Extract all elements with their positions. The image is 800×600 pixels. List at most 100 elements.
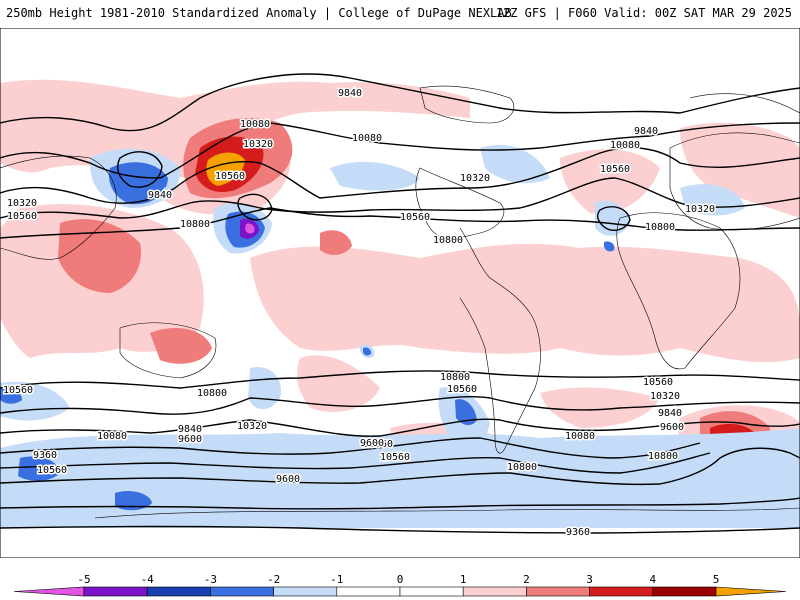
coastline [669,132,800,231]
contour-label: 9840 [658,408,682,419]
anomaly-area [206,152,245,186]
anomaly-area [18,456,60,481]
colorbar-segment [526,586,590,597]
contour-line [0,437,701,459]
anomaly-area [0,387,22,404]
contour-label: 9600 [360,438,384,449]
colorbar-segment [13,586,85,597]
contour-label: 10080 [97,431,127,442]
anomaly-area [108,162,168,205]
contour-label: 10080 [565,431,595,442]
contour-line [0,147,800,204]
colorbar-tick-label: 0 [397,573,404,586]
anomaly-area [58,219,141,293]
contour-label: 10560 [363,439,393,450]
contour-label: 9840 [148,190,172,201]
contour-line [596,206,631,231]
contour-line [0,447,800,486]
anomaly-area [297,355,380,412]
colorbar: -5 -4 -3 -2 -1 0 1 2 3 4 5 [13,573,787,597]
contour-line [0,497,800,510]
contour-line [0,452,711,474]
anomaly-area [680,122,800,218]
coastline [459,227,541,454]
contour-line [0,395,800,415]
colorbar-segment [146,586,211,597]
contour-label: 10080 [610,140,640,151]
contour-label: 10320 [7,198,37,209]
model-valid-time: 12Z GFS | F060 Valid: 00Z SAT MAR 29 202… [495,6,792,20]
colorbar-segment [273,586,338,597]
contour-label: 10800 [197,388,227,399]
colorbar-tick-label: -4 [141,573,155,586]
contour-label: 10320 [237,421,267,432]
contour-line [117,151,163,188]
coastline [119,322,217,379]
contour-line [0,418,800,437]
coastline [616,212,741,370]
contour-label: 10560 [7,211,37,222]
anomaly-area [150,328,212,364]
contour-line [0,525,800,534]
negative-anomaly-fills [0,144,800,528]
anomaly-area [330,161,420,191]
colorbar-segment [210,586,274,597]
coastline [689,93,800,114]
anomaly-area [604,241,615,252]
contour-label: 9600 [178,434,202,445]
anomaly-area [560,149,660,214]
contour-line [0,207,800,239]
colorbar-tick-label: -3 [204,573,217,586]
contour-label: 10560 [380,452,410,463]
contour-label: 10560 [37,465,67,476]
anomaly-area [540,387,660,428]
colorbar-tick-label: -5 [77,573,90,586]
contour-label: 10560 [3,385,33,396]
coastlines [0,85,800,519]
contour-label: 9840 [178,424,202,435]
map-title: 250mb Height 1981-2010 Standardized Anom… [6,6,512,20]
anomaly-area [0,428,800,528]
colorbar-tick-label: -1 [330,573,343,586]
contour-label: 10800 [433,235,463,246]
contour-label: 9600 [276,474,300,485]
anomaly-area [455,399,477,426]
contour-label: 10560 [600,164,630,175]
contour-label: 10080 [240,119,270,130]
contour-label: 10800 [648,451,678,462]
colorbar-segment [652,586,717,597]
colorbar-segment [399,586,464,597]
contour-label: 10800 [180,219,210,230]
anomaly-area [480,144,550,184]
contour-label: 10800 [507,462,537,473]
colorbar-segment [83,586,148,597]
contour-labels: 9840 10080 10320 10560 9840 10320 10560 … [1,87,716,540]
colorbar-segment [462,586,527,597]
anomaly-area [250,243,800,363]
contour-label: 10800 [645,222,675,233]
contour-line [0,370,800,389]
anomaly-area [245,223,255,234]
contour-label: 9360 [33,450,57,461]
contour-label: 10800 [440,372,470,383]
colorbar-tick-label: 2 [523,573,530,586]
colorbar-tick-label: -2 [267,573,280,586]
header: 250mb Height 1981-2010 Standardized Anom… [0,0,800,28]
anomaly-area [680,184,745,216]
contour-label: 9600 [660,422,684,433]
contour-line [0,73,800,132]
contour-line [237,193,273,221]
contour-label: 10320 [243,139,273,150]
colorbar-segment [336,586,401,597]
contour-label: 10560 [447,384,477,395]
anomaly-area [115,491,152,511]
contour-label: 9360 [566,527,590,538]
anomaly-area [320,230,352,255]
contour-label: 10560 [400,212,430,223]
contour-line [0,122,800,179]
colorbar-segment [715,586,787,597]
contour-label: 10320 [685,204,715,215]
coastline [94,507,800,519]
colorbar-tick-label: 4 [649,573,656,586]
coastline [419,85,515,124]
